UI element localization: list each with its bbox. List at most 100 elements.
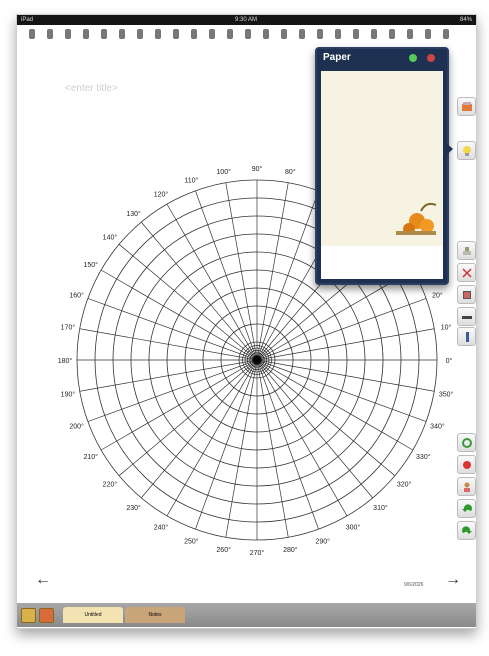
polar-spoke: [225, 182, 258, 361]
status-bar: iPad 9:30 AM 84%: [17, 15, 476, 25]
center-ring: [244, 347, 270, 373]
angle-label: 110°: [184, 177, 198, 185]
ruler-icon[interactable]: [457, 307, 476, 326]
binding-ring: [155, 29, 161, 39]
binding-ring: [173, 29, 179, 39]
angle-label: 290°: [315, 537, 330, 545]
binding-ring: [425, 29, 431, 39]
center-ring: [251, 354, 263, 366]
polar-spoke: [118, 359, 258, 476]
angle-label: 180°: [58, 357, 73, 365]
notebook-icon[interactable]: [21, 608, 36, 623]
angle-label: 240°: [154, 523, 169, 531]
binding-ring: [83, 29, 89, 39]
tab-untitled[interactable]: Untitled: [63, 607, 123, 623]
polar-spoke: [256, 182, 289, 361]
angle-label: 280°: [283, 546, 298, 554]
polar-spoke: [100, 359, 258, 451]
page-title-field[interactable]: <enter title>: [65, 83, 118, 94]
angle-label: 140°: [103, 234, 118, 242]
polar-spoke: [225, 359, 258, 538]
angle-label: 190°: [61, 390, 76, 398]
refresh-icon[interactable]: [457, 433, 476, 452]
binding-ring: [29, 29, 35, 39]
angle-label: 90°: [252, 165, 263, 173]
center-ring: [249, 352, 265, 368]
folder-icon[interactable]: [39, 608, 54, 623]
lightbulb-icon[interactable]: [457, 141, 476, 160]
scissors-icon[interactable]: [457, 263, 476, 282]
angle-label: 250°: [184, 537, 199, 545]
center-dot: [253, 356, 261, 364]
stamp-icon[interactable]: [457, 241, 476, 260]
binding-ring: [407, 29, 413, 39]
undo-icon[interactable]: [457, 499, 476, 518]
ruler-vertical-icon[interactable]: [457, 327, 476, 346]
angle-label: 270°: [250, 549, 265, 557]
book-icon[interactable]: [457, 285, 476, 304]
binding-ring: [119, 29, 125, 39]
angle-label: 260°: [216, 546, 231, 554]
center-ring: [247, 350, 267, 370]
spiral-binding: [29, 29, 449, 39]
polar-spoke: [87, 359, 258, 422]
binding-ring: [335, 29, 341, 39]
popover-arrow: [444, 141, 453, 157]
binding-ring: [317, 29, 323, 39]
next-arrow-icon[interactable]: →: [445, 571, 461, 588]
polar-spoke: [256, 359, 373, 499]
angle-label: 80°: [285, 168, 296, 176]
paper-list: [321, 71, 443, 279]
close-icon[interactable]: [427, 54, 435, 62]
binding-ring: [299, 29, 305, 39]
binding-ring: [227, 29, 233, 39]
angle-label: 160°: [69, 291, 84, 299]
angle-label: 0°: [446, 357, 453, 365]
polar-spoke: [141, 221, 258, 361]
bottom-tab-bar: Untitled Notes: [17, 603, 476, 627]
angle-label: 310°: [373, 504, 388, 512]
polar-spoke: [87, 298, 258, 361]
polar-spoke: [195, 359, 258, 530]
app-frame: iPad 9:30 AM 84% <enter title> 0° 10° 20° 3…: [16, 14, 477, 629]
pumpkin-image: [396, 202, 437, 235]
center-ring: [242, 345, 272, 375]
polar-spoke: [256, 328, 435, 361]
popover-title: Paper: [323, 52, 351, 63]
polar-spoke: [141, 359, 258, 499]
angle-label: 210°: [83, 453, 98, 461]
paper-popover: Paper: [315, 47, 449, 285]
binding-ring: [353, 29, 359, 39]
polar-spoke: [166, 359, 258, 517]
prev-arrow-icon[interactable]: ←: [35, 571, 51, 588]
polar-spoke: [79, 359, 258, 392]
tab-notes[interactable]: Notes: [125, 607, 185, 623]
polar-spoke: [256, 359, 319, 530]
angle-label: 320°: [397, 480, 412, 488]
delete-icon[interactable]: [457, 455, 476, 474]
angle-label: 100°: [216, 168, 231, 176]
binding-ring: [137, 29, 143, 39]
redo-icon[interactable]: [457, 521, 476, 540]
angle-label: 130°: [126, 210, 141, 218]
person-icon[interactable]: [457, 477, 476, 496]
status-time: 9:30 AM: [235, 17, 258, 23]
binding-ring: [371, 29, 377, 39]
battery-label: 84%: [459, 17, 472, 23]
binding-ring: [101, 29, 107, 39]
add-icon[interactable]: [409, 54, 417, 62]
polar-spoke: [256, 359, 348, 517]
angle-label: 340°: [430, 423, 445, 431]
polar-spoke: [256, 359, 427, 422]
angle-label: 200°: [69, 423, 84, 431]
binding-ring: [65, 29, 71, 39]
polar-spoke: [195, 190, 258, 361]
binding-ring: [47, 29, 53, 39]
polar-spoke: [100, 269, 258, 361]
polar-spoke: [256, 298, 427, 361]
device-label: iPad: [21, 17, 34, 23]
angle-label: 330°: [416, 453, 431, 461]
angle-label: 300°: [346, 523, 361, 531]
paper-stack-icon[interactable]: [457, 97, 476, 116]
paper-thumbnail[interactable]: [321, 71, 443, 246]
